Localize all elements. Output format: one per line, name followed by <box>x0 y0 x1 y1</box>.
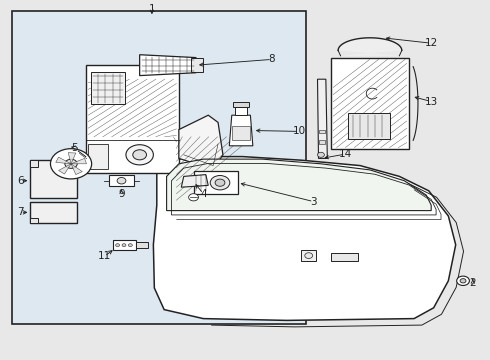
Bar <box>301 250 316 261</box>
Circle shape <box>318 152 324 157</box>
Text: 1: 1 <box>148 4 155 14</box>
Text: 6: 6 <box>17 176 24 186</box>
Circle shape <box>117 177 126 184</box>
Text: 9: 9 <box>118 189 125 199</box>
Bar <box>88 144 108 169</box>
Bar <box>194 171 238 194</box>
Bar <box>30 160 77 198</box>
Polygon shape <box>71 158 86 164</box>
Circle shape <box>210 175 230 190</box>
Polygon shape <box>71 164 82 175</box>
Bar <box>235 107 247 115</box>
Circle shape <box>122 244 126 247</box>
Bar <box>30 218 38 223</box>
Bar <box>113 240 136 250</box>
Text: 10: 10 <box>293 126 305 136</box>
Polygon shape <box>140 55 196 76</box>
Text: 4: 4 <box>200 189 207 199</box>
Text: 12: 12 <box>424 38 438 48</box>
Circle shape <box>189 194 198 201</box>
Polygon shape <box>59 164 71 174</box>
Polygon shape <box>179 115 223 169</box>
Bar <box>331 58 409 149</box>
Text: 11: 11 <box>98 251 111 261</box>
Polygon shape <box>167 159 431 211</box>
Circle shape <box>126 145 153 165</box>
Circle shape <box>133 150 147 160</box>
Circle shape <box>116 244 120 247</box>
Polygon shape <box>181 175 208 187</box>
Bar <box>12 11 306 324</box>
Bar <box>109 175 134 186</box>
Bar <box>91 72 125 104</box>
Bar <box>191 58 203 72</box>
Bar <box>331 253 358 261</box>
Polygon shape <box>229 115 253 146</box>
Circle shape <box>128 244 132 247</box>
Circle shape <box>460 279 466 283</box>
Circle shape <box>457 276 469 285</box>
Bar <box>30 202 77 223</box>
Text: 5: 5 <box>72 143 78 153</box>
Polygon shape <box>318 79 327 158</box>
Bar <box>88 79 176 137</box>
Circle shape <box>305 253 313 258</box>
Polygon shape <box>153 157 456 320</box>
Bar <box>233 102 249 107</box>
Circle shape <box>65 159 77 168</box>
Bar <box>232 126 250 140</box>
Bar <box>319 130 325 133</box>
Text: 8: 8 <box>269 54 275 64</box>
Text: 13: 13 <box>424 96 438 107</box>
Text: 3: 3 <box>310 197 317 207</box>
Circle shape <box>215 179 225 186</box>
Text: 2: 2 <box>469 278 476 288</box>
Bar <box>348 113 390 139</box>
Bar <box>86 65 179 173</box>
Polygon shape <box>68 153 76 164</box>
Polygon shape <box>56 157 71 164</box>
Bar <box>136 242 148 248</box>
Bar <box>319 140 325 144</box>
Bar <box>30 160 38 167</box>
Text: 14: 14 <box>339 149 352 159</box>
Text: 7: 7 <box>17 207 24 217</box>
Circle shape <box>50 149 92 179</box>
Polygon shape <box>338 38 402 56</box>
